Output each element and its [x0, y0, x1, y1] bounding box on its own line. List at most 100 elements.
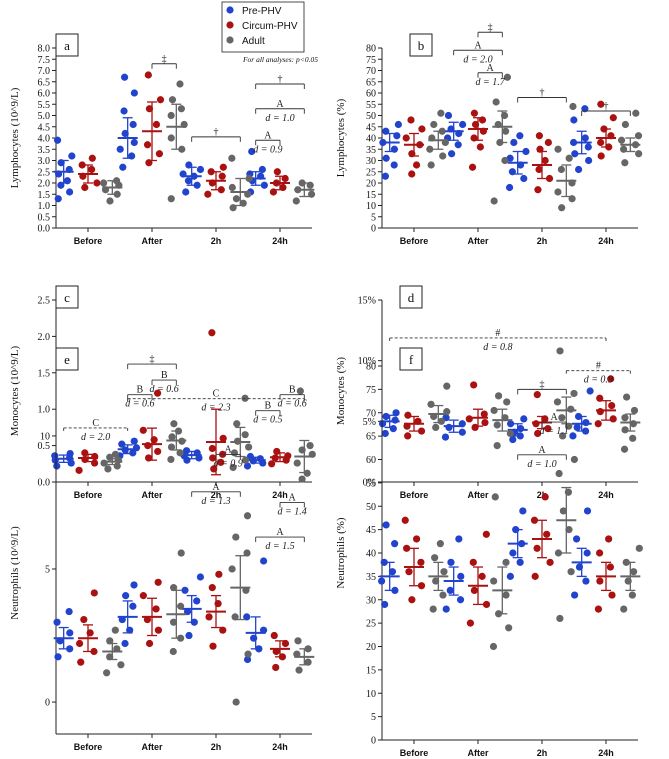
data-point	[632, 109, 640, 117]
data-point	[208, 329, 216, 337]
significance-mark: B	[161, 370, 168, 381]
data-point	[246, 452, 255, 461]
y-tick-label: 7.5	[38, 55, 51, 66]
x-tick-label: 2h	[211, 490, 222, 500]
data-point	[509, 549, 517, 557]
y-tick-label: 55	[366, 478, 376, 489]
x-tick-label: After	[467, 748, 488, 758]
data-point	[455, 535, 463, 543]
data-point	[228, 154, 236, 162]
data-point	[260, 557, 268, 565]
data-point	[572, 535, 581, 543]
data-point	[531, 572, 539, 580]
y-tick-label: 0	[371, 224, 376, 235]
data-point	[54, 195, 62, 203]
data-point	[470, 109, 478, 117]
y-tick-label: 15%	[358, 296, 376, 307]
effect-size-label: d = 1.4	[278, 506, 307, 517]
panel-label: e	[64, 352, 70, 367]
data-point	[381, 172, 390, 180]
y-tick-label: 45	[366, 122, 376, 133]
y-tick-label: 80	[366, 362, 376, 373]
data-point	[244, 650, 252, 658]
data-point	[492, 98, 500, 106]
x-tick-label: 2h	[211, 236, 222, 246]
data-point	[111, 626, 119, 634]
data-point	[634, 132, 643, 140]
y-tick-label: 60	[366, 89, 376, 100]
data-point	[426, 145, 434, 153]
y-tick-label: 30	[366, 595, 376, 606]
y-tick-label: 5.0	[38, 111, 51, 122]
data-point	[621, 120, 630, 129]
significance-bracket: Bd = 0.6	[125, 385, 154, 410]
data-point	[454, 141, 462, 149]
y-tick-label: 10%	[358, 356, 376, 367]
data-point	[391, 540, 399, 548]
significance-bracket: Ad = 2.0	[453, 40, 503, 65]
significance-mark: A	[264, 130, 272, 141]
data-point	[430, 120, 438, 129]
data-point	[545, 174, 554, 183]
data-point	[522, 147, 530, 156]
significance-mark: A	[276, 527, 284, 538]
data-point	[66, 450, 74, 458]
data-point	[388, 568, 397, 576]
data-point	[510, 138, 518, 147]
data-point	[256, 455, 264, 463]
data-point	[583, 507, 592, 515]
data-point	[129, 449, 137, 457]
y-axis-label: Monocytes (10^9/L)	[9, 345, 21, 436]
data-point	[181, 586, 189, 594]
series-adult	[100, 387, 316, 483]
data-point	[167, 195, 175, 203]
data-point	[443, 382, 451, 390]
data-point	[268, 460, 276, 468]
data-point	[546, 558, 554, 566]
significance-bracket: †	[581, 101, 631, 116]
data-point	[66, 188, 74, 196]
significance-mark: B	[265, 401, 272, 412]
data-point	[117, 661, 125, 669]
data-point	[553, 398, 562, 406]
significance-bracket: Bd = 0.5	[253, 401, 282, 426]
y-tick-label: 0%	[363, 478, 376, 489]
data-point	[65, 607, 73, 616]
data-point	[81, 183, 89, 192]
data-point	[295, 666, 303, 674]
series-pre-phv	[378, 387, 594, 444]
data-point	[51, 452, 59, 460]
data-point	[208, 444, 216, 453]
series-circum-phv	[401, 493, 616, 627]
data-point	[448, 150, 456, 158]
panel-label-box	[55, 33, 79, 57]
data-point	[493, 421, 501, 429]
data-point	[232, 533, 240, 541]
x-tick-label: After	[141, 742, 162, 752]
data-point	[494, 392, 503, 400]
panel-label: f	[409, 352, 414, 367]
data-point	[565, 154, 573, 162]
data-point	[554, 549, 563, 557]
significance-bracket: ‡	[517, 379, 567, 395]
data-point	[543, 530, 551, 538]
data-point	[516, 558, 524, 566]
y-tick-label: 30	[366, 156, 376, 167]
significance-bracket: # d = 0.9	[565, 361, 631, 386]
significance-mark: †	[278, 74, 283, 85]
y-tick-label: 3.5	[38, 145, 51, 156]
data-point	[490, 406, 498, 415]
effect-size-label: d = 1.3	[201, 496, 230, 507]
data-point	[154, 626, 163, 634]
y-tick-label: 5%	[363, 417, 376, 428]
data-point	[209, 642, 217, 650]
data-point	[469, 558, 477, 566]
data-point	[100, 179, 108, 187]
data-point	[154, 447, 162, 456]
data-point	[219, 434, 227, 442]
data-point	[119, 163, 127, 171]
data-point	[404, 411, 412, 419]
data-point	[120, 107, 128, 115]
data-point	[594, 420, 602, 428]
significance-bracket: Ad = 0.9	[214, 445, 243, 470]
